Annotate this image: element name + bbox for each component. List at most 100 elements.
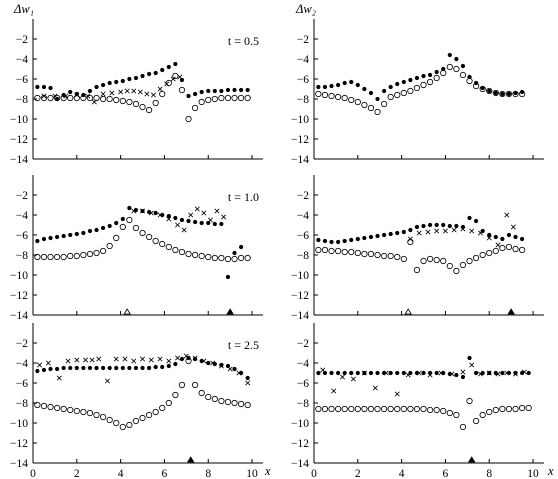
point-filled xyxy=(506,232,512,238)
point-filled xyxy=(335,239,341,245)
point-filled xyxy=(35,368,40,374)
point-open xyxy=(211,254,218,262)
y-tick-label: −8 xyxy=(297,94,309,106)
point-cross xyxy=(100,91,106,97)
point-open xyxy=(80,251,87,259)
point-filled xyxy=(127,365,132,371)
point-open xyxy=(231,94,238,102)
point-cross xyxy=(192,355,198,361)
point-open xyxy=(367,250,375,258)
point-open xyxy=(315,246,322,254)
y-tick-label: −2 xyxy=(16,338,28,350)
point-filled xyxy=(199,89,204,95)
point-filled xyxy=(454,372,459,378)
point-open xyxy=(145,233,153,241)
point-open xyxy=(126,421,133,429)
point-filled xyxy=(232,87,237,93)
point-cross xyxy=(214,208,220,214)
point-open xyxy=(40,94,48,102)
panel-t25-w2: −2 −4 −6 −8 −10 −12 −140 2 4 6 8 10 xyxy=(291,323,544,479)
y-tick-label: −10 xyxy=(291,418,309,430)
point-filled xyxy=(127,205,132,211)
point-filled xyxy=(506,91,512,97)
point-filled xyxy=(186,218,191,224)
point-open xyxy=(348,405,355,413)
point-open xyxy=(218,94,225,102)
y-tick-label: −6 xyxy=(297,378,309,390)
point-filled xyxy=(467,74,472,80)
point-filled xyxy=(434,69,439,75)
point-open xyxy=(453,65,460,73)
series-dot xyxy=(35,205,244,280)
ylabel-w2: Δw₂ xyxy=(295,2,317,16)
point-filled xyxy=(232,250,237,256)
point-filled xyxy=(192,356,198,362)
point-open xyxy=(244,254,251,262)
point-filled xyxy=(48,85,53,91)
point-open xyxy=(73,407,80,415)
point-open xyxy=(426,255,434,263)
point-cross xyxy=(91,99,97,105)
point-open xyxy=(380,405,388,413)
point-cross xyxy=(65,358,71,364)
point-filled xyxy=(199,358,204,364)
point-open xyxy=(165,399,172,407)
point-filled xyxy=(519,89,525,95)
point-filled xyxy=(414,75,420,81)
point-cross xyxy=(201,210,207,216)
point-cross xyxy=(177,74,183,80)
point-filled xyxy=(395,370,400,376)
point-filled xyxy=(368,90,374,96)
point-filled xyxy=(120,365,125,371)
point-filled xyxy=(519,370,525,376)
point-open xyxy=(486,408,493,416)
point-cross xyxy=(183,353,189,359)
point-open xyxy=(459,423,467,431)
point-cross xyxy=(210,360,216,366)
point-open xyxy=(172,391,179,399)
y-tick-label: −12 xyxy=(10,438,28,450)
point-cross xyxy=(407,236,413,242)
point-filled xyxy=(421,223,426,229)
point-filled xyxy=(87,88,93,94)
series-open xyxy=(34,72,251,123)
point-filled xyxy=(245,375,250,381)
point-filled xyxy=(342,238,347,244)
point-filled xyxy=(212,361,217,367)
point-open xyxy=(440,257,447,265)
point-filled xyxy=(414,224,420,230)
point-filled xyxy=(41,367,47,373)
panel-t10-w2: −2 −4 −6 −8 −10 −12 −14 xyxy=(291,175,544,322)
y-tick-label: −10 xyxy=(10,114,28,126)
point-cross xyxy=(416,230,422,236)
point-cross xyxy=(320,367,326,373)
point-open xyxy=(466,397,473,405)
series-dot xyxy=(35,61,250,102)
point-filled xyxy=(107,80,112,86)
point-cross xyxy=(175,355,181,361)
point-filled xyxy=(467,355,472,361)
open-triangle-marker xyxy=(123,308,131,315)
point-open xyxy=(321,246,329,254)
point-cross xyxy=(124,88,130,94)
point-open xyxy=(93,94,100,102)
point-filled xyxy=(54,234,60,240)
point-open xyxy=(119,423,126,431)
y-tick-label: −14 xyxy=(291,310,309,322)
point-filled xyxy=(434,370,439,376)
point-open xyxy=(499,405,506,413)
point-filled xyxy=(441,66,446,72)
point-open xyxy=(407,87,414,95)
point-cross xyxy=(131,88,137,94)
y-tick-label: −12 xyxy=(10,134,28,146)
point-open xyxy=(152,408,159,416)
x-tick-label: 6 xyxy=(443,468,449,479)
point-open xyxy=(106,95,113,103)
series-cross xyxy=(41,74,183,105)
point-cross xyxy=(227,366,233,372)
point-cross xyxy=(122,356,128,362)
point-cross xyxy=(37,362,43,368)
point-open xyxy=(518,90,526,98)
point-cross xyxy=(109,90,115,96)
point-filled xyxy=(61,233,66,239)
